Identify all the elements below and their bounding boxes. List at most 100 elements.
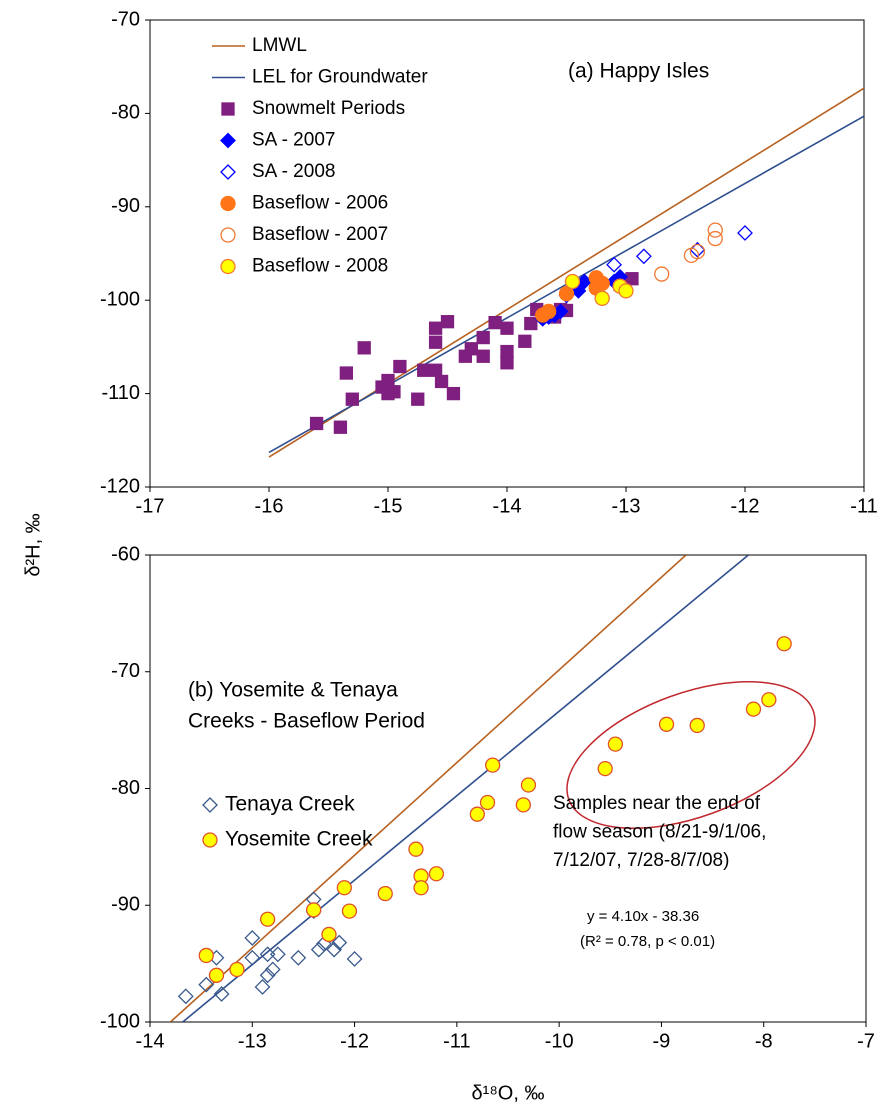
note-text: flow season (8/21-9/1/06, <box>553 822 766 843</box>
x-tick-label: -7 <box>857 1030 875 1052</box>
panel-label: (b) Yosemite & Tenaya <box>188 679 398 702</box>
point <box>381 373 395 388</box>
point <box>707 222 723 238</box>
point <box>485 757 501 773</box>
x-tick-label: -9 <box>653 1030 671 1052</box>
point <box>658 716 675 732</box>
y-tick-label: -60 <box>111 543 140 565</box>
point <box>689 243 706 260</box>
point <box>689 717 705 734</box>
point <box>326 941 343 958</box>
legend-marker <box>220 258 236 275</box>
y-tick-label: -70 <box>111 8 140 30</box>
point <box>761 692 777 708</box>
legend-label: LEL for Groundwater <box>252 67 428 88</box>
point <box>333 420 348 434</box>
x-tick-label: -14 <box>136 1030 165 1052</box>
x-tick-label: -17 <box>136 495 165 517</box>
legend-label: Baseflow - 2006 <box>252 193 388 214</box>
y-tick-label: -80 <box>111 777 140 799</box>
point <box>625 272 639 286</box>
panel-label: Creeks - Baseflow Period <box>188 710 425 733</box>
legend-label: SA - 2007 <box>252 130 335 151</box>
x-axis-label: δ¹⁸O, ‰ <box>472 1082 545 1104</box>
point <box>541 303 557 320</box>
point <box>259 946 276 963</box>
y-axis-label: δ²H, ‰ <box>22 513 44 576</box>
point <box>558 286 575 302</box>
point <box>310 941 327 958</box>
x-tick-label: -12 <box>340 1030 369 1052</box>
legend-label: SA - 2008 <box>252 161 335 182</box>
legend-label: Yosemite Creek <box>225 828 373 851</box>
legend-marker <box>221 102 235 116</box>
legend-marker <box>220 164 236 180</box>
point <box>607 736 624 752</box>
x-tick-label: -12 <box>731 495 760 517</box>
point <box>393 359 407 374</box>
x-tick-label: -14 <box>493 495 522 517</box>
point <box>345 392 359 406</box>
point <box>440 315 455 329</box>
note-text: 7/12/07, 7/28-8/7/08) <box>553 850 729 871</box>
point <box>321 926 337 943</box>
point <box>244 949 261 966</box>
x-tick-label: -8 <box>755 1030 773 1052</box>
point <box>428 335 443 349</box>
point <box>408 841 424 857</box>
highlight-ellipse <box>566 680 816 830</box>
point <box>518 334 532 348</box>
point <box>229 961 245 978</box>
point <box>213 986 230 1002</box>
point <box>339 366 354 380</box>
x-tick-label: -13 <box>238 1030 267 1052</box>
legend-label: Baseflow - 2008 <box>252 256 388 277</box>
legend-label: Baseflow - 2007 <box>252 224 388 245</box>
y-tick-label: -90 <box>111 894 140 916</box>
point <box>346 951 363 967</box>
point <box>411 392 425 406</box>
point <box>594 290 610 306</box>
point <box>476 349 490 363</box>
point <box>259 911 276 927</box>
point <box>707 230 723 247</box>
y-tick-label: -80 <box>111 102 140 124</box>
point <box>377 885 393 902</box>
point <box>500 344 514 359</box>
point <box>500 321 514 335</box>
x-tick-label: -16 <box>255 495 284 517</box>
y-tick-label: -110 <box>101 382 140 404</box>
panel-label: (a) Happy Isles <box>568 60 709 83</box>
point <box>208 967 225 983</box>
point <box>341 903 358 919</box>
x-tick-label: -15 <box>374 495 403 517</box>
point <box>597 761 613 777</box>
point <box>428 321 443 335</box>
point <box>479 794 496 811</box>
point <box>776 636 792 652</box>
point <box>254 979 271 995</box>
point <box>309 416 324 431</box>
point <box>434 374 449 389</box>
reference-line <box>169 555 687 1022</box>
point <box>198 947 214 964</box>
point <box>737 225 753 241</box>
x-tick-label: -11 <box>443 1030 470 1052</box>
legend-label: LMWL <box>252 35 307 56</box>
y-tick-label: -70 <box>111 660 140 682</box>
point <box>618 283 634 299</box>
point <box>264 961 281 978</box>
point <box>428 866 445 882</box>
point <box>464 342 478 356</box>
point <box>244 930 261 946</box>
point <box>689 241 706 258</box>
legend-label: Snowmelt Periods <box>252 98 405 119</box>
point <box>198 976 215 993</box>
legend-marker <box>220 195 236 212</box>
note-text: Samples near the end of <box>553 793 761 814</box>
point <box>290 949 307 966</box>
legend-marker <box>202 832 218 848</box>
point <box>269 946 286 963</box>
